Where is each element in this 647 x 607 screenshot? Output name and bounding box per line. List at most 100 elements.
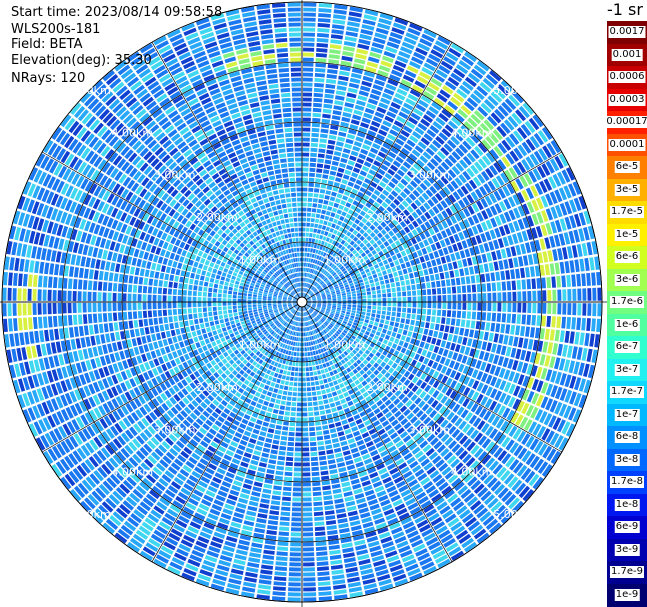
range-gate-cell — [364, 249, 371, 255]
range-gate-cell — [436, 150, 446, 160]
range-gate-cell — [303, 582, 316, 587]
range-gate-cell — [425, 110, 437, 119]
range-gate-cell — [462, 170, 471, 181]
range-gate-cell — [337, 220, 343, 226]
range-gate-cell — [316, 390, 322, 396]
range-gate-cell — [314, 218, 320, 224]
range-gate-cell — [309, 431, 316, 437]
range-gate-cell — [308, 284, 311, 289]
range-gate-cell — [463, 208, 471, 217]
range-gate-cell — [347, 267, 352, 272]
range-gate-cell — [302, 502, 312, 507]
range-gate-cell — [467, 302, 472, 311]
range-gate-cell — [513, 147, 524, 160]
range-gate-cell — [410, 180, 418, 188]
range-gate-cell — [322, 258, 327, 263]
range-gate-cell — [307, 278, 310, 283]
range-gate-cell — [318, 3, 332, 8]
range-gate-cell — [400, 79, 412, 88]
range-gate-cell — [428, 208, 436, 217]
range-gate-cell — [572, 303, 577, 316]
range-gate-cell — [345, 256, 350, 262]
range-gate-cell — [500, 80, 513, 93]
range-gate-cell — [333, 274, 338, 278]
range-gate-cell — [290, 532, 301, 537]
range-gate-cell — [545, 160, 555, 174]
range-gate-cell — [348, 128, 357, 135]
range-gate-cell — [295, 427, 302, 432]
range-gate-cell — [322, 204, 328, 210]
range-gate-cell — [345, 186, 353, 192]
range-gate-cell — [357, 203, 364, 209]
range-gate-cell — [436, 179, 445, 188]
range-gate-cell — [291, 527, 302, 532]
range-gate-cell — [459, 159, 469, 169]
range-gate-cell — [302, 377, 306, 382]
range-gate-cell — [375, 246, 381, 253]
range-gate-cell — [385, 252, 391, 259]
range-gate-cell — [302, 422, 308, 427]
range-gate-cell — [362, 305, 367, 309]
range-gate-cell — [370, 147, 379, 155]
range-gate-cell — [333, 218, 338, 224]
range-gate-cell — [307, 397, 312, 402]
range-gate-cell — [322, 246, 326, 252]
range-gate-cell — [376, 197, 383, 205]
range-gate-cell — [303, 293, 306, 297]
range-gate-cell — [362, 19, 376, 26]
range-gate-cell — [381, 177, 390, 184]
range-gate-cell — [320, 262, 324, 267]
range-gate-cell — [457, 128, 468, 139]
range-gate-cell — [324, 195, 330, 200]
range-gate-cell — [337, 250, 343, 255]
range-gate-cell — [441, 108, 452, 119]
range-gate-cell — [557, 289, 562, 301]
range-gate-cell — [380, 124, 390, 132]
range-gate-cell — [319, 268, 324, 273]
range-gate-cell — [401, 200, 409, 208]
range-gate-cell — [416, 314, 421, 321]
range-gate-cell — [302, 137, 310, 142]
range-gate-cell — [483, 119, 494, 131]
range-gate-cell — [302, 472, 311, 477]
range-gate-cell — [315, 63, 326, 68]
range-gate-cell — [418, 195, 426, 204]
range-gate-cell — [436, 316, 441, 324]
range-gate-cell — [408, 193, 417, 201]
range-gate-cell — [333, 229, 338, 235]
range-gate-cell — [405, 121, 416, 130]
range-gate-cell — [409, 60, 421, 70]
range-gate-cell — [461, 311, 467, 319]
range-gate-cell — [307, 263, 310, 268]
range-gate-cell — [321, 118, 331, 124]
range-gate-cell — [315, 173, 322, 178]
range-gate-cell — [371, 120, 381, 128]
range-gate-cell — [374, 138, 383, 146]
range-gate-cell — [426, 175, 435, 184]
range-gate-cell — [290, 412, 296, 417]
range-gate-cell — [330, 39, 343, 45]
range-gate-cell — [341, 211, 347, 217]
range-gate-cell — [423, 239, 430, 247]
range-gate-cell — [365, 202, 372, 209]
range-gate-cell — [326, 74, 337, 79]
range-gate-cell — [314, 83, 324, 88]
range-gate-cell — [398, 152, 407, 160]
range-gate-cell — [411, 284, 416, 290]
range-gate-cell — [293, 387, 298, 392]
range-gate-cell — [311, 287, 315, 291]
range-gate-cell — [471, 311, 477, 320]
range-gate-cell — [292, 487, 302, 492]
range-gate-cell — [382, 259, 389, 265]
range-gate-cell — [377, 232, 383, 239]
range-gate-cell — [517, 144, 528, 157]
range-gate-cell — [318, 13, 331, 18]
range-gate-cell — [346, 133, 356, 140]
range-gate-cell — [371, 249, 377, 256]
range-gate-cell — [429, 185, 438, 195]
range-gate-cell — [341, 55, 353, 62]
range-gate-cell — [302, 267, 304, 272]
range-gate-cell — [341, 267, 346, 273]
range-gate-cell — [308, 273, 311, 278]
range-gate-cell — [287, 446, 294, 452]
